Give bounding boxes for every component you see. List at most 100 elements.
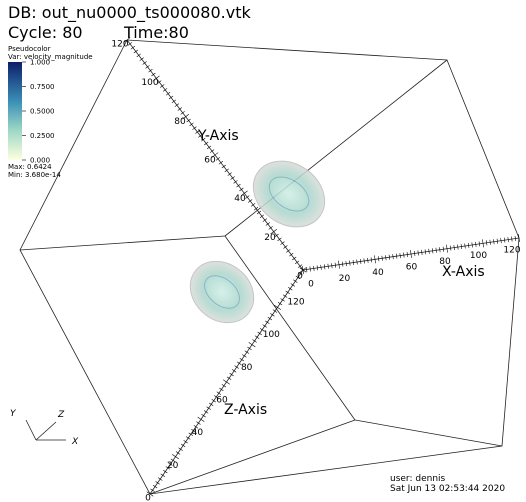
axis-tick-label: 40 — [372, 268, 384, 278]
axis-tick — [221, 384, 227, 388]
legend-tick-label: 0.2500 — [30, 132, 55, 140]
axis-tick — [496, 238, 499, 244]
triad-y: Y — [10, 409, 17, 419]
legend-tick-label: 1.000 — [30, 59, 50, 67]
axis-tick — [385, 255, 387, 261]
axis-tick — [142, 61, 147, 65]
axis-tick — [206, 406, 211, 410]
axis-tick — [165, 91, 171, 96]
axis-tick — [338, 260, 340, 269]
axis-tick — [234, 365, 239, 369]
axis-tick — [464, 243, 466, 249]
axis-tick — [268, 226, 273, 230]
axis-tick — [417, 250, 419, 256]
triad-z: Z — [57, 410, 65, 420]
axis-tick-label: 120 — [111, 40, 128, 50]
axis-tick-label: 0 — [297, 272, 303, 282]
axis-tick — [309, 266, 311, 272]
axis-tick — [168, 462, 173, 466]
axis-tick-label: 120 — [503, 246, 520, 256]
axis-tick — [265, 222, 270, 226]
axis-tick — [218, 160, 224, 165]
axis-tick — [171, 99, 177, 104]
axis-tick — [267, 316, 273, 321]
axis-tick — [392, 254, 394, 260]
axis-tick — [265, 320, 270, 324]
axis-tick — [193, 425, 199, 429]
axis-tick — [152, 484, 158, 489]
axis-tick — [475, 241, 477, 247]
legend-plot: Pseudocolor — [8, 45, 51, 53]
axis-tick — [413, 250, 416, 256]
legend-tick-label: 0.000 — [30, 157, 50, 165]
axis-tick-label: 20 — [339, 274, 351, 284]
cycle: Cycle: 80 — [8, 23, 83, 42]
axis-tick — [274, 304, 281, 310]
triad-x: X — [71, 437, 79, 447]
axis-tick — [485, 240, 488, 246]
axis-tick — [174, 103, 180, 107]
axis-tick — [277, 237, 282, 242]
axis-tick — [198, 134, 203, 138]
legend-min: Min: 3.680e-14 — [8, 171, 61, 179]
axis-tick — [518, 233, 520, 243]
axis-tick — [345, 261, 347, 267]
axis-tick — [428, 248, 430, 254]
axis-tick — [230, 176, 235, 180]
axis-tick — [206, 145, 212, 150]
axis-tick — [262, 218, 268, 222]
legend-variable: Var: velocity_magnitude — [8, 53, 93, 61]
axis-tick — [133, 49, 138, 54]
axis-tick — [252, 339, 257, 343]
axis-tick — [280, 241, 285, 245]
axis-tick — [286, 249, 291, 253]
axis-tick — [453, 245, 455, 251]
axis-tick — [316, 265, 319, 271]
axis-tick — [236, 183, 241, 188]
axis-tick — [226, 376, 232, 380]
axis-tick — [209, 149, 215, 153]
axis-tick — [239, 187, 244, 192]
axis-tick — [349, 260, 351, 266]
axis-ticks: 0 20 40 60 80 100 120 0 20 40 60 80 100 120 0 20 40 60 80 1… — [111, 37, 521, 502]
axis-tick — [289, 252, 294, 257]
axis-tick — [457, 244, 459, 250]
axis-tick — [139, 57, 144, 61]
axis-tick-label: 20 — [264, 233, 276, 243]
triad: Y Z X — [10, 409, 79, 447]
axis-tick — [162, 88, 168, 92]
axis-tick — [136, 53, 141, 58]
axis-tick — [274, 233, 279, 238]
axis-tick — [148, 68, 153, 73]
axis-tick — [250, 203, 256, 207]
axis-tick — [256, 210, 262, 215]
axis-tick — [395, 253, 398, 259]
axis-tick — [145, 65, 150, 69]
axis-tick — [500, 238, 502, 244]
axis-tick — [277, 301, 283, 306]
axis-tick — [282, 294, 288, 298]
axis-tick — [514, 236, 517, 242]
axis-tick-label: 40 — [192, 428, 204, 438]
axis-tick-label: 100 — [470, 251, 487, 261]
axis-tick-label: 100 — [263, 330, 280, 340]
axis-tick — [259, 328, 265, 332]
axis-tick — [435, 247, 437, 253]
axis-tick — [189, 122, 194, 127]
axis-tick — [240, 190, 248, 197]
axis-tick — [331, 263, 333, 269]
axis-tick — [160, 473, 165, 477]
axis-tick — [231, 369, 237, 373]
axis-tick — [186, 436, 191, 440]
axis-tick — [183, 440, 188, 444]
axis-tick — [272, 309, 278, 313]
axis-tick-label: 60 — [204, 156, 216, 166]
axis-tick — [186, 118, 191, 123]
db-name: DB: out_nu0000_ts000080.vtk — [8, 3, 251, 23]
time: Time:80 — [123, 23, 189, 42]
axis-tick-label: 20 — [167, 461, 179, 471]
axis-tick — [270, 228, 278, 235]
axis-tick-label: 80 — [174, 117, 186, 127]
axis-tick — [247, 346, 252, 351]
axis-tick — [341, 261, 344, 267]
